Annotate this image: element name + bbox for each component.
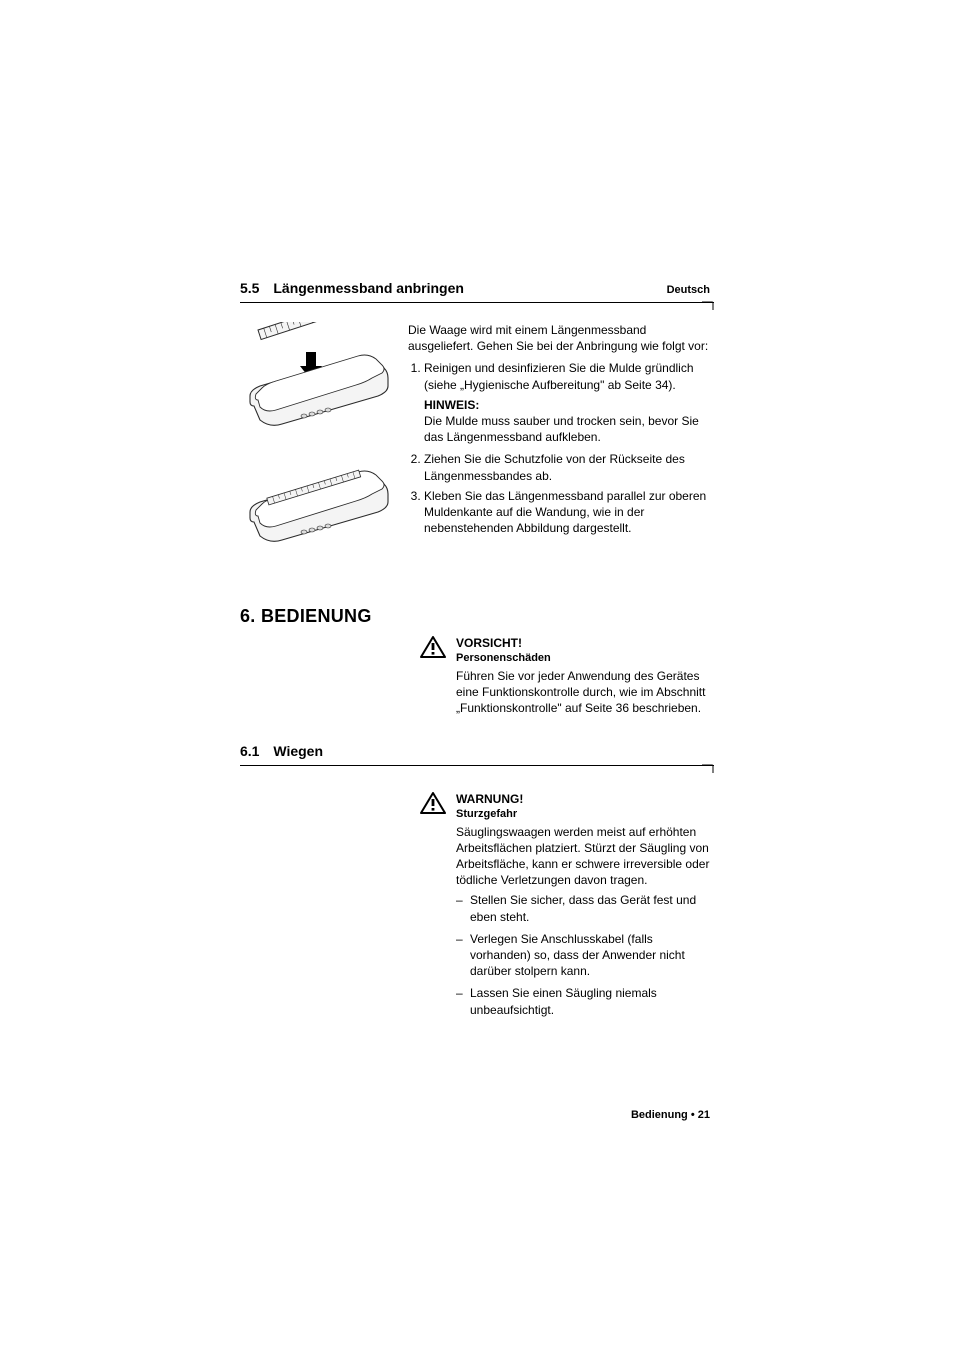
page: Deutsch 5.5 Längenmessband anbringen	[0, 0, 954, 1347]
footer-sep: •	[688, 1109, 698, 1121]
section-6-1-heading: 6.1 Wiegen	[240, 743, 714, 759]
vorsicht-body: VORSICHT! Personenschäden Führen Sie vor…	[456, 635, 714, 717]
chapter-title: BEDIENUNG	[261, 606, 372, 626]
chapter-number: 6.	[240, 606, 256, 626]
step-2: Ziehen Sie die Schutzfolie von der Rücks…	[424, 451, 714, 483]
warnung-block: WARNUNG! Sturzgefahr Säuglingswaagen wer…	[420, 791, 714, 1024]
section-5-5-heading: 5.5 Längenmessband anbringen	[240, 280, 714, 296]
illustration-column	[240, 322, 390, 576]
intro-paragraph: Die Waage wird mit einem Längenmessband …	[408, 322, 714, 354]
note-text: Die Mulde muss sauber und trocken sein, …	[424, 413, 714, 445]
warnung-subtitle: Sturzgefahr	[456, 807, 714, 822]
scale-tape-applied-illustration	[240, 466, 390, 576]
step-3: Kleben Sie das Längenmessband parallel z…	[424, 488, 714, 537]
bullet-item: Lassen Sie einen Säugling niemals unbeau…	[470, 985, 714, 1017]
vorsicht-block: VORSICHT! Personenschäden Führen Sie vor…	[420, 635, 714, 717]
section-5-5-text: Die Waage wird mit einem Längenmessband …	[408, 322, 714, 576]
warnung-bullets: Stellen Sie sicher, dass das Gerät fest …	[456, 892, 714, 1017]
section-number: 6.1	[240, 743, 259, 759]
steps-list-cont: Ziehen Sie die Schutzfolie von der Rücks…	[408, 451, 714, 536]
bullet-item: Verlegen Sie Anschlusskabel (falls vorha…	[470, 931, 714, 980]
section-number: 5.5	[240, 280, 259, 296]
caution-icon	[420, 635, 446, 717]
section-title: Wiegen	[273, 743, 323, 759]
footer-section: Bedienung	[631, 1109, 688, 1121]
page-footer: Bedienung • 21	[631, 1109, 710, 1121]
bullet-item: Stellen Sie sicher, dass das Gerät fest …	[470, 892, 714, 924]
vorsicht-text: Führen Sie vor jeder Anwendung des Gerät…	[456, 668, 714, 717]
vorsicht-subtitle: Personenschäden	[456, 651, 714, 666]
rule-corner-icon	[702, 301, 714, 311]
warnung-text: Säuglingswaagen werden meist auf erhöhte…	[456, 824, 714, 889]
footer-page: 21	[698, 1109, 710, 1121]
section-title: Längenmessband anbringen	[273, 280, 464, 296]
note-label: HINWEIS:	[424, 397, 714, 413]
steps-list: Reinigen und desinfizieren Sie die Mulde…	[408, 360, 714, 392]
section-5-5-body: Die Waage wird mit einem Längenmessband …	[240, 322, 714, 576]
rule-corner-icon	[702, 764, 714, 774]
chapter-6-heading: 6. BEDIENUNG	[240, 606, 714, 627]
step-1: Reinigen und desinfizieren Sie die Mulde…	[424, 360, 714, 392]
scale-with-tape-illustration	[240, 322, 390, 452]
warnung-body: WARNUNG! Sturzgefahr Säuglingswaagen wer…	[456, 791, 714, 1024]
note-block: HINWEIS: Die Mulde muss sauber und trock…	[424, 397, 714, 446]
warning-icon	[420, 791, 446, 1024]
language-header: Deutsch	[667, 284, 710, 296]
warnung-title: WARNUNG!	[456, 791, 714, 807]
vorsicht-title: VORSICHT!	[456, 635, 714, 651]
section-rule	[240, 302, 714, 312]
section-rule	[240, 765, 714, 775]
